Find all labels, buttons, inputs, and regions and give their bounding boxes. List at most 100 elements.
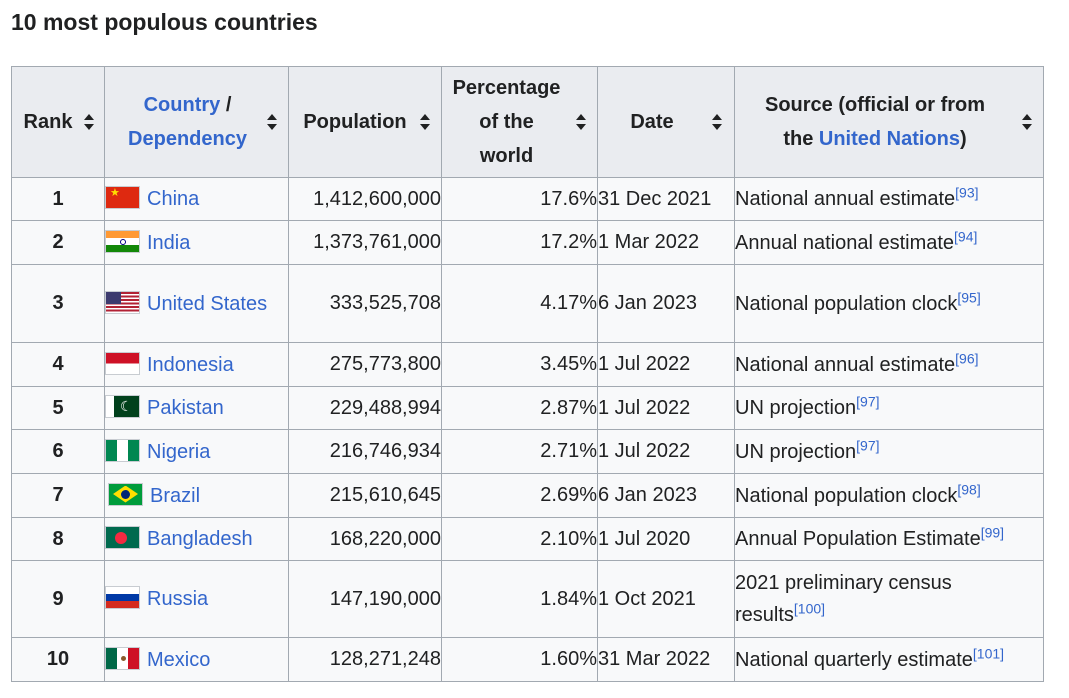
date-cell: 1 Jul 2022 bbox=[597, 386, 735, 430]
sort-icon[interactable] bbox=[712, 114, 722, 130]
flag-pakistan-icon[interactable] bbox=[105, 395, 140, 418]
percentage-header-label: Percentage of the world bbox=[453, 71, 561, 173]
sort-icon[interactable] bbox=[1022, 114, 1032, 130]
country-link[interactable]: Brazil bbox=[150, 484, 201, 507]
flag-nigeria-icon[interactable] bbox=[105, 438, 140, 462]
sort-icon[interactable] bbox=[84, 114, 94, 130]
reference-link[interactable]: [99] bbox=[980, 524, 1005, 541]
flag-india-icon[interactable] bbox=[105, 229, 140, 253]
percentage-cell: 17.2% bbox=[441, 220, 598, 265]
percentage-cell: 2.87% bbox=[441, 386, 598, 430]
united-nations-link[interactable]: United Nations bbox=[818, 128, 960, 150]
percentage-cell: 1.84% bbox=[441, 560, 598, 638]
population-cell: 215,610,645 bbox=[288, 473, 442, 518]
source-header-line: the United Nations) bbox=[783, 128, 966, 150]
date-cell: 1 Jul 2020 bbox=[597, 517, 735, 561]
country-link[interactable]: Indonesia bbox=[147, 353, 234, 376]
source-text: National quarterly estimate bbox=[735, 648, 973, 671]
rank-cell: 10 bbox=[11, 637, 105, 682]
reference-link[interactable]: [94] bbox=[954, 227, 978, 244]
reference-link[interactable]: [95] bbox=[957, 288, 981, 305]
source-text: UN projection bbox=[735, 440, 857, 463]
rank-header[interactable]: Rank bbox=[11, 66, 105, 178]
table-row: 3 United States 333,525,708 4.17% 6 Jan … bbox=[11, 264, 1044, 343]
source-cell: National population clock[98] bbox=[734, 473, 1044, 518]
percentage-header[interactable]: Percentage of the world bbox=[441, 66, 598, 178]
country-link[interactable]: Nigeria bbox=[147, 440, 211, 463]
source-cell: Annual Population Estimate[99] bbox=[734, 517, 1044, 561]
table-row: 8 Bangladesh 168,220,000 2.10% 1 Jul 202… bbox=[11, 517, 1044, 561]
date-cell: 1 Jul 2022 bbox=[597, 342, 735, 387]
table-row: 2 India 1,373,761,000 17.2% 1 Mar 2022 A… bbox=[11, 220, 1044, 265]
population-header[interactable]: Population bbox=[288, 66, 442, 178]
percentage-cell: 4.17% bbox=[441, 264, 598, 343]
source-cell: UN projection[97] bbox=[734, 386, 1044, 430]
reference-link[interactable]: [96] bbox=[955, 349, 979, 366]
source-text: National annual estimate bbox=[735, 353, 956, 376]
country-cell: Nigeria bbox=[104, 429, 289, 474]
rank-cell: 9 bbox=[11, 560, 105, 638]
population-cell: 275,773,800 bbox=[288, 342, 442, 387]
table-row: 6 Nigeria 216,746,934 2.71% 1 Jul 2022 U… bbox=[11, 429, 1044, 474]
country-link[interactable]: India bbox=[147, 231, 191, 254]
table-row: 10 Mexico 128,271,248 1.60% 31 Mar 2022 … bbox=[11, 637, 1044, 682]
source-cell: National annual estimate[93] bbox=[734, 177, 1044, 221]
source-header-post: ) bbox=[960, 128, 967, 150]
country-link[interactable]: Country bbox=[143, 94, 221, 116]
country-link[interactable]: Russia bbox=[147, 588, 209, 610]
country-cell: Brazil bbox=[104, 473, 289, 518]
country-link[interactable]: Bangladesh bbox=[147, 528, 253, 550]
reference-link[interactable]: [100] bbox=[793, 600, 826, 617]
flag-brazil-icon[interactable] bbox=[108, 482, 143, 506]
percentage-cell: 2.71% bbox=[441, 429, 598, 474]
table-row: 9 Russia 147,190,000 1.84% 1 Oct 2021 20… bbox=[11, 560, 1044, 638]
reference-link[interactable]: [97] bbox=[856, 393, 880, 410]
country-cell: Pakistan bbox=[104, 386, 289, 430]
flag-mexico-icon[interactable] bbox=[105, 646, 140, 670]
sort-icon[interactable] bbox=[576, 114, 586, 130]
flag-china-icon[interactable] bbox=[105, 186, 140, 209]
date-cell: 31 Mar 2022 bbox=[597, 637, 735, 682]
header-row: Rank Country / Dependency Population Per… bbox=[11, 66, 1044, 178]
population-header-label: Population bbox=[303, 111, 407, 133]
reference-link[interactable]: [101] bbox=[972, 644, 1005, 661]
flag-russia-icon[interactable] bbox=[105, 586, 140, 609]
date-header-label: Date bbox=[630, 111, 674, 133]
flag-indonesia-icon[interactable] bbox=[105, 351, 140, 375]
dependency-link[interactable]: Dependency bbox=[128, 128, 247, 150]
country-header[interactable]: Country / Dependency bbox=[104, 66, 289, 178]
header-separator: / bbox=[225, 94, 232, 116]
flag-bangladesh-icon[interactable] bbox=[105, 526, 140, 549]
sort-icon[interactable] bbox=[420, 114, 430, 130]
source-header-label: Source (official or from the United Nati… bbox=[765, 88, 985, 156]
source-cell: Annual national estimate[94] bbox=[734, 220, 1044, 265]
reference-link[interactable]: [97] bbox=[856, 436, 880, 453]
country-link[interactable]: Mexico bbox=[147, 648, 211, 671]
country-link[interactable]: China bbox=[147, 188, 200, 210]
country-cell: Indonesia bbox=[104, 342, 289, 387]
reference-link[interactable]: [98] bbox=[957, 480, 981, 497]
rank-cell: 5 bbox=[11, 386, 105, 430]
source-cell: UN projection[97] bbox=[734, 429, 1044, 474]
population-cell: 216,746,934 bbox=[288, 429, 442, 474]
reference-link[interactable]: [93] bbox=[955, 184, 979, 201]
source-text: UN projection bbox=[735, 397, 857, 419]
country-link[interactable]: United States bbox=[147, 292, 268, 315]
country-link[interactable]: Pakistan bbox=[147, 397, 224, 419]
source-text: Annual Population Estimate bbox=[735, 528, 981, 550]
rank-cell: 1 bbox=[11, 177, 105, 221]
source-header-pre: the bbox=[783, 128, 814, 150]
percentage-header-line: world bbox=[479, 145, 534, 167]
source-cell: National quarterly estimate[101] bbox=[734, 637, 1044, 682]
date-cell: 31 Dec 2021 bbox=[597, 177, 735, 221]
date-header[interactable]: Date bbox=[597, 66, 735, 178]
sort-icon[interactable] bbox=[267, 114, 277, 130]
rank-cell: 8 bbox=[11, 517, 105, 561]
flag-united-states-icon[interactable] bbox=[105, 290, 140, 314]
rank-cell: 4 bbox=[11, 342, 105, 387]
source-text: National population clock bbox=[735, 292, 958, 315]
population-cell: 229,488,994 bbox=[288, 386, 442, 430]
source-header-line: Source (official or from bbox=[764, 94, 986, 116]
source-header[interactable]: Source (official or from the United Nati… bbox=[734, 66, 1044, 178]
source-cell: National annual estimate[96] bbox=[734, 342, 1044, 387]
